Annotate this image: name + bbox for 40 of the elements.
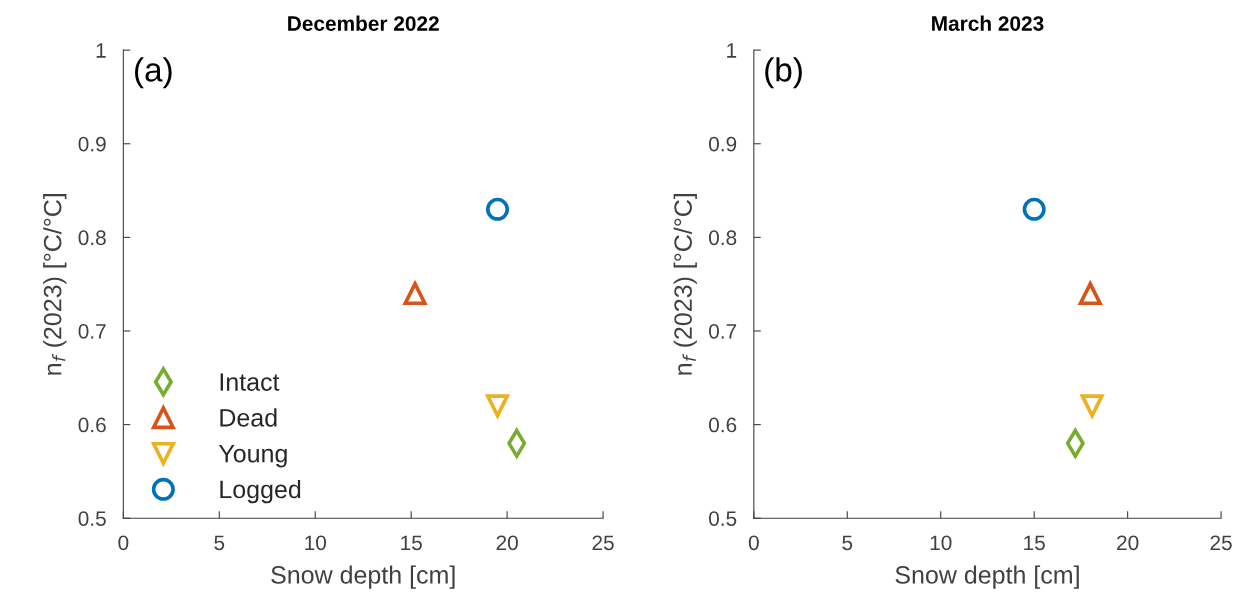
- x-tick-label: 0: [748, 535, 759, 551]
- y-tick-label: 0.8: [709, 230, 737, 246]
- y-tick-label: 0.7: [78, 323, 106, 339]
- point: [485, 394, 511, 420]
- y-tick-label: 0.9: [78, 136, 106, 152]
- chart-title: March 2023: [932, 15, 1044, 31]
- y-axis-title: n$_{f}$ (2023) [°C/°C]: [43, 194, 67, 375]
- y-tick-label: 0.8: [78, 230, 106, 246]
- annotation: (a): [135, 57, 172, 89]
- point: [1022, 197, 1046, 221]
- y-tick-label: 0.5: [78, 511, 106, 526]
- x-tick-label: 10: [930, 535, 952, 551]
- legend-label: Young: [218, 445, 287, 468]
- y-axis-title: n$_{f}$ (2023) [°C/°C]: [673, 194, 697, 375]
- point: [486, 197, 510, 221]
- x-tick-label: 5: [214, 535, 225, 551]
- y-tick-label: 0.9: [709, 136, 737, 152]
- x-axis-title: Snow depth [cm]: [271, 565, 455, 589]
- x-axis-title: Snow depth [cm]: [895, 565, 1079, 589]
- y-tick-label: 0.6: [709, 417, 737, 433]
- x-tick-label: 0: [118, 535, 129, 551]
- legend-label: Intact: [220, 373, 280, 391]
- legend-label: Dead: [220, 408, 277, 427]
- y-tick-label: 0.6: [78, 417, 106, 433]
- y-tick-label: 0.7: [709, 323, 737, 339]
- chart-title: December 2022: [288, 15, 439, 31]
- x-tick-label: 5: [842, 535, 853, 551]
- annotation: (b): [765, 57, 802, 89]
- x-tick-label: 25: [592, 535, 614, 551]
- x-tick-label: 20: [1117, 535, 1139, 551]
- x-tick-label: 15: [401, 535, 422, 551]
- y-tick-label: 1: [727, 43, 737, 58]
- x-tick-label: 20: [496, 535, 518, 551]
- point: [1079, 394, 1105, 420]
- legend-label: Logged: [220, 479, 301, 504]
- y-tick-label: 1: [96, 43, 106, 58]
- x-tick-label: 10: [305, 535, 327, 551]
- x-tick-label: 15: [1024, 535, 1045, 551]
- y-tick-label: 0.5: [709, 511, 737, 526]
- x-tick-label: 25: [1210, 535, 1232, 551]
